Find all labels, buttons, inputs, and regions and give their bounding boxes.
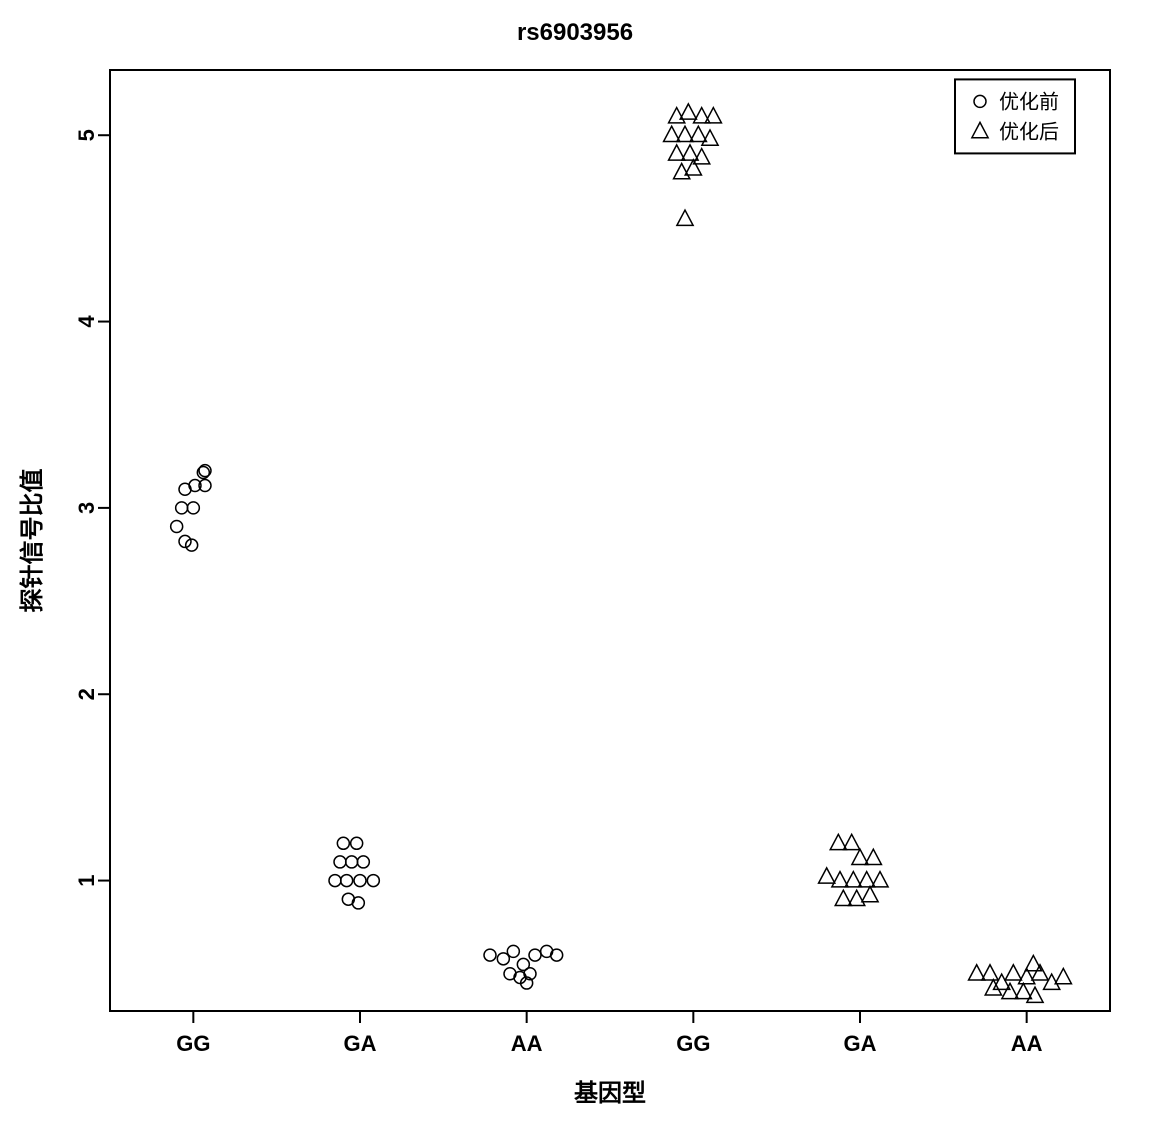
data-point-circle: [352, 897, 364, 909]
data-point-triangle: [985, 980, 1001, 995]
x-tick-label: GA: [844, 1031, 877, 1056]
data-point-circle: [507, 945, 519, 957]
data-point-triangle: [1055, 968, 1071, 983]
data-point-triangle: [819, 868, 835, 883]
y-tick-label: 1: [74, 874, 99, 886]
chart-svg: rs6903956 1 2 3 4 5 GG GA AA GG GA AA 探针信号比值基因型 优化前优化…: [0, 0, 1150, 1131]
data-point-triangle: [680, 104, 696, 119]
x-tick-label: GG: [176, 1031, 210, 1056]
data-point-circle: [367, 875, 379, 887]
data-point-circle: [329, 875, 341, 887]
chart-title: rs6903956: [517, 19, 633, 46]
scatter-chart: rs6903956 1 2 3 4 5 GG GA AA GG GA AA 探针信号比值基因型 优化前优化…: [0, 0, 1150, 1131]
legend-label: 优化前: [999, 90, 1059, 113]
data-point-circle: [354, 875, 366, 887]
data-point-circle: [346, 856, 358, 868]
x-tick-label: GG: [676, 1031, 710, 1056]
x-tick-label: AA: [511, 1031, 543, 1056]
data-point-triangle: [862, 886, 878, 901]
data-point-circle: [187, 502, 199, 514]
series-优化前: [171, 465, 563, 989]
y-tick-label: 5: [74, 129, 99, 141]
data-point-circle: [357, 856, 369, 868]
x-tick-label: GA: [344, 1031, 377, 1056]
y-tick-label: 2: [74, 688, 99, 700]
y-tick-label: 4: [74, 315, 99, 328]
x-tick-label: AA: [1011, 1031, 1043, 1056]
data-point-triangle: [694, 108, 710, 123]
data-point-circle: [176, 502, 188, 514]
data-point-circle: [171, 521, 183, 533]
series-优化后: [664, 104, 1072, 1003]
data-point-circle: [334, 856, 346, 868]
plot-border: [110, 70, 1110, 1011]
x-axis-label: 基因型: [574, 1080, 646, 1107]
data-point-triangle: [685, 160, 701, 175]
data-point-triangle: [1025, 955, 1041, 970]
legend-label: 优化后: [999, 120, 1059, 143]
data-point-triangle: [1005, 965, 1021, 980]
data-point-circle: [551, 949, 563, 961]
data-point-circle: [351, 837, 363, 849]
legend: 优化前优化后: [955, 79, 1075, 153]
data-point-triangle: [677, 210, 693, 225]
y-tick-label: 3: [74, 502, 99, 514]
data-point-circle: [529, 949, 541, 961]
data-point-circle: [337, 837, 349, 849]
data-point-circle: [484, 949, 496, 961]
data-point-circle: [341, 875, 353, 887]
y-axis-label: 探针信号比值: [18, 469, 46, 613]
data-point-triangle: [705, 108, 721, 123]
